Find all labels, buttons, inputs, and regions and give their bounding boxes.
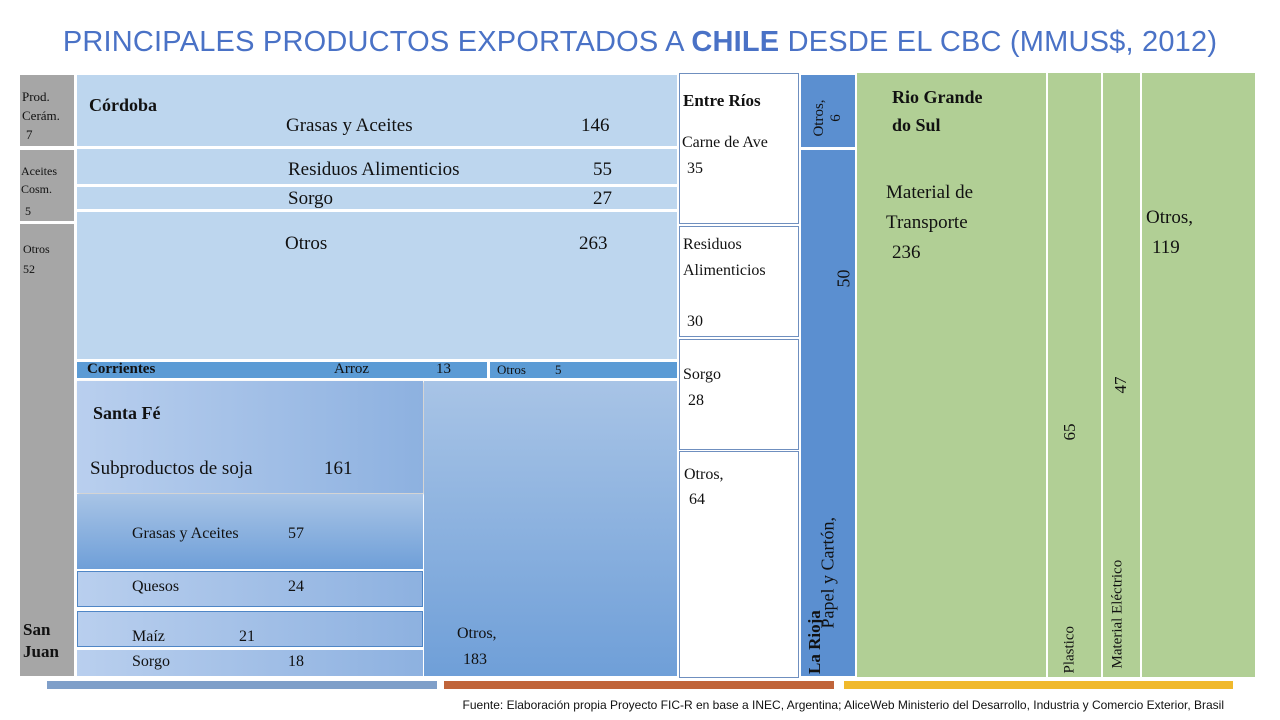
cell-value: 50: [833, 269, 854, 288]
cell-label: Sorgo: [288, 188, 334, 209]
entre-rios-otros-cell: Otros, 64: [679, 451, 799, 678]
cell-label: Arroz: [334, 362, 369, 377]
region-name: Santa Fé: [93, 403, 161, 423]
cell-value: 5: [555, 362, 562, 377]
santa-fe-otros-cell: Otros, 183: [424, 381, 677, 676]
san-juan-prod-ceram-cell: Prod. Cerám. 7: [20, 75, 74, 146]
cell-label: Otros,: [1146, 207, 1193, 228]
footer-bar-blue: [47, 681, 437, 689]
cell-label: Residuos: [683, 236, 742, 253]
corrientes-arroz-cell: Corrientes Arroz 13: [77, 362, 487, 378]
cell-value: 64: [689, 491, 705, 508]
region-name: Juan: [23, 642, 59, 661]
title-part2: DESDE EL CBC (MMUS$, 2012): [779, 26, 1218, 58]
cell-label: Grasas y Aceites: [132, 525, 239, 542]
cell-label: Aceites: [21, 164, 57, 178]
footer-bar-orange: [444, 681, 834, 689]
cell-value: 263: [579, 233, 608, 254]
cell-value: 6: [828, 114, 844, 122]
cell-value: 236: [892, 242, 921, 263]
page-title: PRINCIPALES PRODUCTOS EXPORTADOS A CHILE…: [0, 26, 1280, 59]
cell-label: Otros: [285, 233, 328, 254]
cordoba-residuos-cell: Residuos Alimenticios 55: [77, 149, 677, 184]
cell-value: 47: [1111, 376, 1130, 394]
cell-label: Subproductos de soja: [90, 458, 253, 479]
entre-rios-sorgo-cell: Sorgo 28: [679, 339, 799, 450]
title-bold: CHILE: [691, 26, 780, 58]
santa-fe-quesos-cell: Quesos 24: [77, 571, 423, 607]
cell-label: Sorgo: [132, 653, 170, 670]
cell-label: Prod.: [22, 89, 50, 104]
corrientes-otros-cell: Otros 5: [490, 362, 677, 378]
san-juan-aceites-cosm-cell: Aceites Cosm. 5: [20, 150, 74, 221]
cordoba-sorgo-cell: Sorgo 27: [77, 187, 677, 209]
la-rioja-otros-text: Otros, 6: [811, 88, 845, 147]
cell-value: 7: [26, 127, 33, 142]
region-name: do Sul: [892, 115, 941, 135]
cell-label: Sorgo: [683, 366, 721, 383]
cell-value: 27: [593, 188, 612, 209]
cell-value: 52: [23, 262, 35, 276]
cell-value: 119: [1152, 237, 1180, 258]
cell-value: 21: [239, 628, 255, 645]
cell-value: 55: [593, 159, 612, 180]
entre-rios-carne-cell: Entre Ríos Carne de Ave 35: [679, 73, 799, 224]
cell-label: Grasas y Aceites: [286, 115, 413, 136]
san-juan-otros-cell: Otros 52 San Juan: [20, 224, 74, 676]
cell-label: Otros,: [684, 466, 724, 483]
santa-fe-sorgo-cell: Sorgo 18: [77, 650, 423, 676]
cordoba-grasas-cell: Córdoba Grasas y Aceites 146: [77, 75, 677, 146]
la-rioja-papel-cell: Papel y Cartón, 50 La Rioja: [801, 150, 855, 676]
region-name: La Rioja: [805, 610, 824, 674]
cell-value: 13: [436, 362, 451, 377]
footer-bar-yellow: [844, 681, 1233, 689]
santa-fe-grasas-cell: Grasas y Aceites 57: [77, 494, 423, 569]
cell-label: Otros,: [457, 625, 497, 642]
cell-label: Transporte: [886, 212, 968, 233]
rio-grande-electrico-cell: Material Eléctrico 47: [1103, 73, 1140, 677]
cell-value: 28: [688, 392, 704, 409]
cell-value: 5: [25, 204, 31, 218]
source-note: Fuente: Elaboración propia Proyecto FIC-…: [462, 698, 1224, 712]
region-name: Rio Grande: [892, 87, 983, 107]
cell-label: Carne de Ave: [682, 134, 768, 151]
cell-label: Otros,: [811, 99, 827, 137]
rio-grande-transporte-cell: Rio Grande do Sul Material de Transporte…: [857, 73, 1046, 677]
cell-label: Material Eléctrico: [1109, 559, 1126, 669]
cell-value: 65: [1060, 423, 1079, 441]
cell-value: 183: [463, 651, 487, 668]
title-part1: PRINCIPALES PRODUCTOS EXPORTADOS A: [62, 26, 692, 58]
cell-label: Quesos: [132, 578, 180, 595]
region-name: Córdoba: [89, 95, 158, 115]
region-name: Entre Ríos: [683, 91, 761, 110]
cell-label: Plastico: [1061, 626, 1078, 674]
rio-grande-otros-cell: Otros, 119: [1142, 73, 1255, 677]
cell-value: 24: [288, 578, 304, 595]
cell-label: Cerám.: [22, 108, 60, 123]
cell-label: Cosm.: [21, 182, 53, 196]
cell-label: Otros: [23, 242, 50, 256]
entre-rios-residuos-cell: Residuos Alimenticios 30: [679, 226, 799, 337]
cell-label: Residuos Alimenticios: [288, 159, 460, 180]
cell-value: 18: [288, 653, 304, 670]
region-name: San: [23, 620, 51, 639]
cell-label: Maíz: [132, 628, 165, 645]
santa-fe-subproductos-cell: Santa Fé Subproductos de soja 161: [77, 381, 423, 493]
cell-value: 35: [687, 160, 703, 177]
cell-label: Material de: [886, 182, 974, 203]
cell-value: 30: [687, 313, 703, 330]
rio-grande-plastico-cell: Plastico 65: [1048, 73, 1101, 677]
cell-value: 146: [581, 115, 610, 136]
santa-fe-maiz-cell: Maíz 21: [77, 611, 423, 647]
cell-value: 161: [324, 458, 353, 479]
cell-label: Otros: [497, 362, 526, 377]
la-rioja-otros-cell: Otros, 6: [801, 75, 855, 147]
cell-value: 57: [288, 525, 304, 542]
cell-label: Alimenticios: [683, 262, 766, 279]
region-name: Corrientes: [87, 362, 156, 377]
cordoba-otros-cell: Otros 263: [77, 212, 677, 359]
